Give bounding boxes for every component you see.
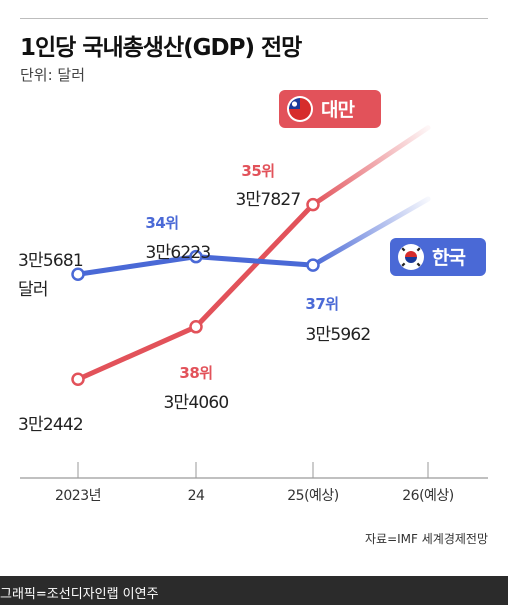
data-point-taiwan <box>189 320 203 334</box>
source-note: 자료=IMF 세계경제전망 <box>365 532 488 546</box>
x-tick-label: 2023년 <box>55 488 101 504</box>
series-tag-taiwan: 대만 <box>279 90 381 128</box>
korea-flag-icon <box>398 244 424 270</box>
data-label-korea: 3만5681 달러 <box>18 251 83 300</box>
top-rule <box>20 18 488 19</box>
data-point-korea <box>71 267 85 281</box>
series-line-taiwan <box>75 202 316 382</box>
x-tick-label: 26(예상) <box>402 488 454 504</box>
data-label-taiwan: 3만4060 <box>164 393 229 413</box>
data-labels: 3만2442 3만4060 38위 3만7827 35위 3만5681 달러 3만6223 34… <box>18 162 371 435</box>
projection-line-taiwan <box>310 125 431 208</box>
series-tag-label-taiwan: 대만 <box>321 99 355 121</box>
series-tag-korea: 한국 <box>390 238 486 276</box>
credit-bar <box>0 576 508 605</box>
rank-label-korea: 34위 <box>145 214 178 232</box>
taiwan-flag-icon <box>287 96 313 122</box>
data-point-korea <box>306 258 320 272</box>
x-axis: 2023년 24 25(예상) 26(예상) <box>20 462 488 504</box>
data-label-taiwan: 3만2442 <box>18 415 83 435</box>
graphic-credit: 그래픽=조선디자인랩 이연주 <box>0 587 159 602</box>
line-chart: 2023년 24 25(예상) 26(예상) 3만2442 3만4060 38위 3만782… <box>18 90 488 504</box>
data-label-taiwan: 3만7827 <box>236 190 301 210</box>
chart-title: 1인당 국내총생산(GDP) 전망 <box>20 35 302 61</box>
unit-label: 단위: 달러 <box>20 66 86 84</box>
data-label-korea: 3만5962 <box>306 325 371 345</box>
data-point-taiwan <box>71 372 85 386</box>
projection-line-korea <box>310 196 431 268</box>
rank-label-taiwan: 38위 <box>179 364 212 382</box>
data-point-korea <box>189 249 203 264</box>
x-tick-label: 25(예상) <box>287 488 339 504</box>
x-tick-label: 24 <box>188 488 205 504</box>
series-tag-label-korea: 한국 <box>432 247 465 269</box>
data-point-taiwan <box>306 197 320 212</box>
rank-label-korea: 37위 <box>305 295 338 313</box>
data-points <box>71 197 320 386</box>
rank-label-taiwan: 35위 <box>241 162 274 180</box>
data-label-korea: 3만6223 <box>146 243 211 263</box>
